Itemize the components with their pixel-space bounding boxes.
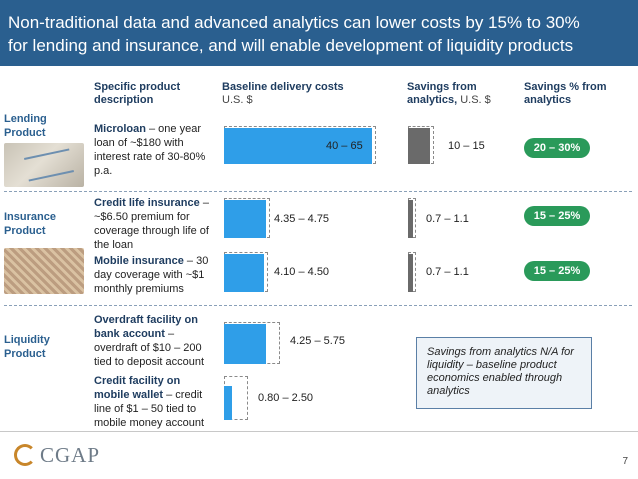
insurance-photo	[4, 248, 84, 294]
footer-divider	[0, 431, 638, 432]
row-description-credit-life: Credit life insurance – ~$6.50 premium f…	[94, 197, 209, 251]
savings-bar-mobile-insurance	[408, 254, 413, 292]
row-description-mobile-insurance: Mobile insurance – 30 day coverage with …	[94, 255, 209, 295]
row-description-mobile-wallet: Credit facility on mobile wallet – credi…	[94, 375, 205, 429]
section-label-lending: Lending Product	[4, 113, 47, 139]
baseline-bar-mobile-insurance	[224, 254, 264, 292]
savings-value-mobile-insurance: 0.7 – 1.1	[426, 266, 469, 278]
title-line-2: for lending and insurance, and will enab…	[8, 36, 574, 55]
section-divider	[4, 191, 632, 192]
baseline-bar-credit-life	[224, 200, 266, 238]
row-description-microloan: Microloan – one year loan of ~$180 with …	[94, 123, 206, 177]
section-label-insurance: Insurance Product	[4, 211, 56, 237]
baseline-bar-mobile-wallet	[224, 386, 232, 420]
cgap-logo: CGAP	[14, 442, 100, 468]
savings-pct-mobile-insurance: 15 – 25%	[524, 261, 590, 281]
lending-photo	[4, 143, 84, 187]
row-description-overdraft: Overdraft facility on bank account – ove…	[94, 314, 205, 368]
baseline-value-microloan: 40 – 65	[326, 140, 363, 152]
column-header-savings: Savings from analytics, U.S. $	[407, 81, 491, 106]
savings-bar-credit-life	[408, 200, 413, 238]
section-label-liquidity: Liquidity Product	[4, 334, 50, 360]
section-divider	[4, 305, 632, 306]
title-banner: Non-traditional data and advanced analyt…	[0, 0, 638, 66]
column-header-savings-pct: Savings % from analytics	[524, 81, 607, 106]
baseline-value-mobile-wallet: 0.80 – 2.50	[258, 392, 314, 404]
baseline-bar-microloan	[224, 128, 372, 164]
title-line-1: Non-traditional data and advanced analyt…	[8, 13, 580, 32]
savings-bar-microloan	[408, 128, 430, 164]
baseline-value-credit-life: 4.35 – 4.75	[274, 213, 330, 225]
baseline-value-mobile-insurance: 4.10 – 4.50	[274, 266, 330, 278]
savings-value-credit-life: 0.7 – 1.1	[426, 213, 469, 225]
cgap-logo-icon	[14, 444, 36, 466]
baseline-bar-overdraft	[224, 324, 266, 364]
liquidity-note: Savings from analytics N/A for liquidity…	[416, 337, 592, 409]
column-header-description: Specific product description	[94, 81, 181, 106]
savings-value-microloan: 10 – 15	[448, 140, 485, 152]
column-header-baseline: Baseline delivery costs U.S. $	[222, 81, 344, 106]
page-number: 7	[622, 456, 628, 467]
savings-pct-credit-life: 15 – 25%	[524, 206, 590, 226]
baseline-value-overdraft: 4.25 – 5.75	[290, 335, 346, 347]
savings-pct-microloan: 20 – 30%	[524, 138, 590, 158]
